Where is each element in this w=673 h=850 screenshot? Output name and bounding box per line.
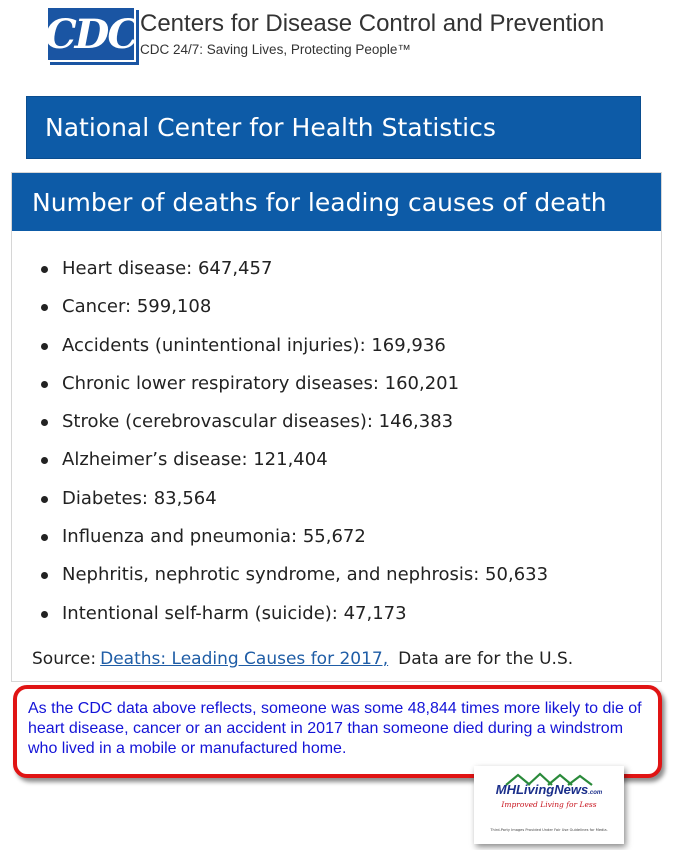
roofs-icon [505,772,593,786]
cause-text: Heart disease: 647,457 [62,258,273,279]
org-name: Centers for Disease Control and Preventi… [140,10,605,37]
bullet-icon [41,572,48,580]
nchs-banner-title: National Center for Health Statistics [45,113,496,142]
cause-text: Accidents (unintentional injuries): 169,… [62,334,446,356]
cause-text: Nephritis, nephrotic syndrome, and nephr… [62,564,549,586]
cause-text: Alzheimer’s disease: 121,404 [62,449,328,471]
badge-fineprint: Third-Party Images Provided Under Fair U… [490,828,608,832]
bullet-icon [41,342,48,350]
bullet-icon [41,495,48,503]
bullet-icon [41,457,48,465]
list-item: Alzheimer’s disease: 121,404 [12,441,661,479]
bullet-icon [41,266,48,273]
cause-text: Diabetes: 83,564 [62,487,217,509]
card-header: Number of deaths for leading causes of d… [12,173,661,231]
leading-causes-card: Number of deaths for leading causes of d… [11,172,662,682]
cdc-logo: CDC [44,8,139,65]
source-line: Source: Deaths: Leading Causes for 2017, D… [32,649,573,669]
callout-box: As the CDC data above reflects, someone … [13,685,662,778]
list-item: Chronic lower respiratory diseases: 160,… [12,365,661,403]
bullet-icon [41,380,48,388]
mhlivingnews-logo-badge: MHLivingNews.com Improved Living for Les… [474,766,624,844]
causes-list: Heart disease: 647,457 Cancer: 599,108 A… [12,250,661,633]
bullet-icon [41,304,48,312]
list-item: Influenza and pneumonia: 55,672 [12,518,661,556]
card-title: Number of deaths for leading causes of d… [32,187,607,217]
list-item: Stroke (cerebrovascular diseases): 146,3… [12,403,661,441]
org-tagline: CDC 24/7: Saving Lives, Protecting Peopl… [140,42,411,57]
bullet-icon [41,610,48,618]
list-item: Intentional self-harm (suicide): 47,173 [12,595,661,633]
list-item: Cancer: 599,108 [12,288,661,326]
callout-text: As the CDC data above reflects, someone … [28,700,642,757]
badge-domain: .com [588,790,603,796]
cdc-logo-text: CDC [44,10,139,58]
cause-text: Influenza and pneumonia: 55,672 [62,526,366,548]
source-link[interactable]: Deaths: Leading Causes for 2017, [100,649,389,669]
cause-text: Intentional self-harm (suicide): 47,173 [62,602,407,624]
list-item: Diabetes: 83,564 [12,480,661,518]
badge-brand: MHLivingNews.com [474,782,624,797]
list-item: Heart disease: 647,457 [12,250,661,288]
badge-brand-name: MHLivingNews [495,782,589,797]
cause-text: Cancer: 599,108 [62,296,212,318]
nchs-banner: National Center for Health Statistics [26,96,641,159]
bullet-icon [41,534,48,542]
badge-slogan: Improved Living for Less [501,800,597,809]
list-item: Accidents (unintentional injuries): 169,… [12,327,661,365]
source-note: Data are for the U.S. [398,649,574,669]
cause-text: Chronic lower respiratory diseases: 160,… [62,372,460,394]
bullet-icon [41,419,48,427]
cause-text: Stroke (cerebrovascular diseases): 146,3… [62,411,454,433]
source-label: Source: [32,649,97,669]
list-item: Nephritis, nephrotic syndrome, and nephr… [12,556,661,594]
